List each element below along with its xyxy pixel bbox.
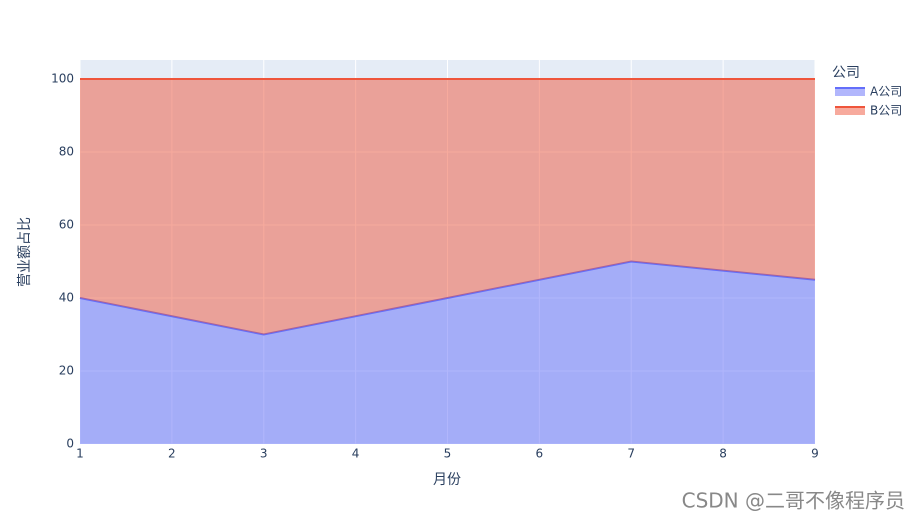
y-tick-label: 0 [66,437,74,451]
area-fill [80,78,815,335]
x-tick-label: 9 [811,447,819,461]
y-axis-title: 营业额占比 [17,217,33,287]
y-tick-label: 20 [59,363,74,377]
x-tick-label: 1 [76,447,84,461]
watermark: CSDN @二哥不像程序员 [682,489,905,513]
x-tick-label: 6 [536,447,544,461]
y-tick-label: 40 [59,290,74,304]
legend-title: 公司 [832,65,860,81]
x-tick-label: 8 [719,447,727,461]
y-tick-label: 60 [59,217,74,231]
y-tick-label: 80 [59,144,74,158]
x-tick-label: 4 [352,447,360,461]
y-tick-label: 100 [51,71,74,85]
legend-label: B公司 [870,104,902,118]
x-tick-label: 2 [168,447,176,461]
x-axis-title: 月份 [433,472,461,488]
legend-label: A公司 [870,85,902,99]
x-tick-label: 7 [627,447,635,461]
x-tick-label: 3 [260,447,268,461]
legend-swatch [835,107,865,115]
area-fill [80,261,815,444]
legend-swatch [835,88,865,96]
x-tick-label: 5 [444,447,452,461]
